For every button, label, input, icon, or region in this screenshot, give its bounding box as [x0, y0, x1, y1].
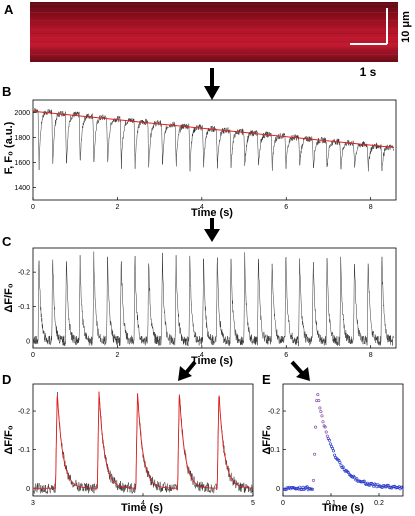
- panel-e-point: [400, 485, 404, 489]
- panel-label-a: A: [4, 2, 14, 17]
- panel-c-ytick-label: -0.2: [18, 270, 30, 277]
- panel-e-point: [309, 487, 313, 491]
- panel-b-ytick-label: 1800: [14, 135, 30, 142]
- panel-d-trace: [32, 391, 254, 495]
- panel-c-xtick-label: 4: [200, 352, 204, 359]
- panel-e-point: [327, 438, 331, 442]
- panel-e-point: [333, 453, 337, 457]
- panel-b-xtick-label: 4: [200, 204, 204, 211]
- panel-e-point: [330, 446, 334, 450]
- panel-b-ylabel: F, F₀ (a.u.): [3, 121, 15, 174]
- panel-e-point: [324, 430, 328, 434]
- panel-d-ytick-label: -0.2: [18, 409, 30, 416]
- panel-e-point: [299, 487, 303, 491]
- panel-e-point: [341, 465, 345, 469]
- panel-e-point: [305, 485, 309, 489]
- panel-d-fit: [33, 391, 253, 489]
- panel-e-point: [355, 477, 359, 481]
- panel-c-xtick-label: 8: [369, 352, 373, 359]
- panel-c-ytick-label: 0: [26, 339, 30, 346]
- arrow-b-to-c: [204, 218, 220, 242]
- panel-e-ytick-label: 0: [276, 486, 280, 493]
- panel-e-point: [314, 425, 318, 429]
- panel-d-xlabel: Time (s): [121, 502, 163, 514]
- scale-bar-y-label: 10 μm: [400, 11, 412, 43]
- panel-label-d: D: [2, 372, 11, 387]
- panel-b-xtick-label: 2: [115, 204, 119, 211]
- arrow-c-to-e: [290, 360, 310, 381]
- panel-b-plot: 0 2 4 6 8 2000 1800 1600 1400: [14, 99, 397, 211]
- panel-b-trace: [32, 107, 394, 172]
- panel-e-xtick-label: 0.1: [326, 500, 336, 507]
- panel-b-xtick-label: 0: [31, 204, 35, 211]
- panel-b-xtick-label: 6: [284, 204, 288, 211]
- panel-e-point: [316, 393, 320, 397]
- panel-b-baseline-fit: [32, 110, 394, 148]
- panel-b-ytick-label: 2000: [14, 110, 30, 117]
- panel-b-frame: [32, 99, 397, 201]
- panel-e-ytick-label: -0.1: [268, 447, 280, 454]
- panel-e-point: [310, 487, 314, 491]
- panel-e-ylabel: ΔF/F₀: [261, 425, 273, 454]
- panel-e-point: [332, 449, 336, 453]
- panel-e-point: [313, 452, 317, 456]
- scale-bar-x-label: 1 s: [360, 65, 377, 79]
- panel-c-xlabel: Time (s): [191, 355, 233, 367]
- panel-d-ytick-label: -0.1: [18, 447, 30, 454]
- panel-c-frame: [32, 247, 397, 349]
- panel-e-xlabel: Time (s): [322, 502, 364, 514]
- panel-c-ylabel: ΔF/F₀: [3, 283, 15, 312]
- panel-e-point: [321, 420, 325, 424]
- panel-d-ylabel: ΔF/F₀: [3, 425, 15, 454]
- panel-b-xtick-label: 8: [369, 204, 373, 211]
- panel-e-point: [323, 425, 327, 429]
- panel-e-xtick-label: 0.2: [374, 500, 384, 507]
- panel-e-point: [372, 484, 376, 488]
- panel-c-xtick-label: 0: [31, 352, 35, 359]
- panel-e-point: [317, 399, 321, 403]
- panel-e-point: [325, 434, 329, 438]
- panel-e-point: [319, 410, 323, 414]
- panel-b-ytick-label: 1400: [14, 185, 30, 192]
- kymograph: [30, 2, 398, 62]
- panel-e-ytick-label: -0.2: [268, 409, 280, 416]
- panel-label-e: E: [262, 372, 271, 387]
- panel-c-trace: [32, 251, 394, 347]
- panel-d-xtick-label: 3: [31, 500, 35, 507]
- panel-e-point: [362, 479, 366, 483]
- panel-label-c: C: [2, 234, 12, 249]
- panel-d-plot: 3 4 5 -0.2 -0.1 0: [18, 383, 255, 507]
- panel-e-point: [383, 485, 387, 489]
- panel-d-xtick-label: 4: [141, 500, 145, 507]
- arrow-a-to-b: [204, 68, 220, 100]
- panel-e-point: [315, 399, 319, 403]
- panel-c-xtick-label: 2: [115, 352, 119, 359]
- panel-c-ytick-label: -0.1: [18, 304, 30, 311]
- panel-e-point: [318, 406, 322, 410]
- panel-b-ytick-label: 1600: [14, 160, 30, 167]
- panel-d-frame: [32, 383, 254, 497]
- panel-e-point: [328, 442, 332, 446]
- panel-e-plot: 0 0.1 0.2 -0.2 -0.1 0: [268, 383, 404, 507]
- scale-bar: [350, 8, 388, 45]
- panel-e-point: [311, 478, 315, 482]
- panel-e-frame: [282, 383, 404, 497]
- arrow-c-to-d: [178, 360, 197, 381]
- panel-e-point: [320, 414, 324, 418]
- panel-b-xlabel: Time (s): [191, 207, 233, 219]
- panel-d-ytick-label: 0: [26, 486, 30, 493]
- panel-label-b: B: [2, 84, 11, 99]
- panel-c-plot: 0 2 4 6 8 -0.2 -0.1 0: [18, 247, 397, 359]
- panel-e-xtick-label: 0: [281, 500, 285, 507]
- panel-d-xtick-label: 5: [251, 500, 255, 507]
- panel-c-xtick-label: 6: [284, 352, 288, 359]
- panel-e-point: [338, 460, 342, 464]
